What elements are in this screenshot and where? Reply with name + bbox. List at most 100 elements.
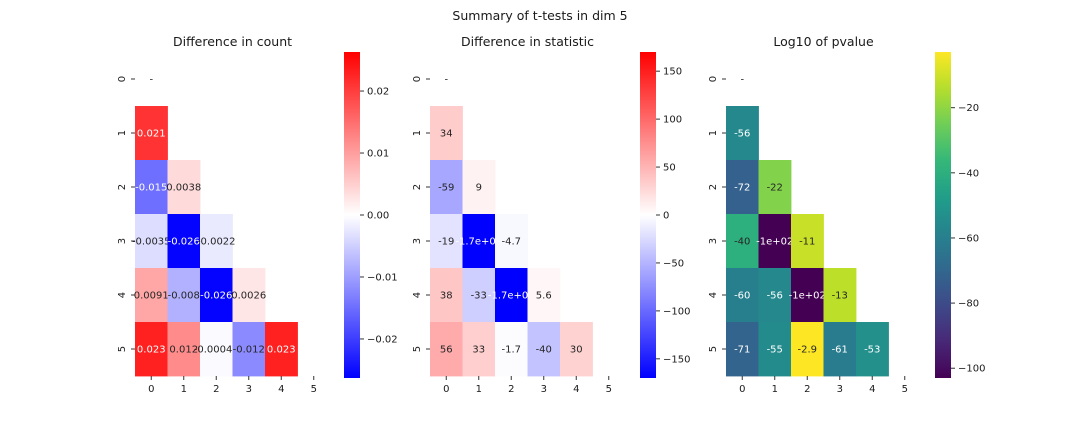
diagonal-label: - <box>149 75 153 86</box>
colorbar-tick-label: 0 <box>663 211 669 222</box>
cell-label: -40 <box>536 345 552 356</box>
x-tick-label: 3 <box>246 384 252 395</box>
cell-label: -0.0035 <box>132 237 171 248</box>
heatmap-cell <box>167 214 201 269</box>
cell-label: -22 <box>767 183 783 194</box>
cell-label: -11 <box>799 237 815 248</box>
x-tick-label: 3 <box>837 384 843 395</box>
colorbar-tick-label: −40 <box>958 168 979 179</box>
colorbar-tick-label: −20 <box>958 103 979 114</box>
cell-label: 0.021 <box>137 129 166 140</box>
cell-label: 5.6 <box>536 291 552 302</box>
cell-label: 30 <box>570 345 583 356</box>
cell-label: 0.0038 <box>166 183 201 194</box>
heatmap-cell <box>823 268 857 323</box>
x-tick-label: 0 <box>148 384 154 395</box>
cell-label: -56 <box>767 291 783 302</box>
x-tick-label: 1 <box>476 384 482 395</box>
y-tick-label: 1 <box>708 130 719 136</box>
panel-title: Log10 of pvalue <box>773 34 874 49</box>
x-tick-label: 0 <box>739 384 745 395</box>
heatmap-cell <box>135 268 168 323</box>
heatmap-cell <box>232 268 266 323</box>
colorbar <box>935 52 951 378</box>
heatmap-cell <box>232 322 266 377</box>
y-tick-label: 0 <box>708 76 719 82</box>
cell-label: 0.012 <box>169 345 198 356</box>
heatmap-cell <box>527 322 561 377</box>
heatmap-cell <box>430 214 463 269</box>
heatmap-cell <box>791 214 824 269</box>
colorbar-tick-label: 0.02 <box>367 87 389 98</box>
cell-label: -71 <box>734 345 750 356</box>
cell-label: -0.026 <box>168 237 200 248</box>
cell-label: -60 <box>734 291 750 302</box>
y-tick-label: 5 <box>117 346 128 352</box>
heatmap-cell <box>791 322 824 377</box>
cell-label: -0.026 <box>200 291 232 302</box>
y-tick-label: 5 <box>708 346 719 352</box>
heatmap-cell <box>462 268 496 323</box>
y-tick-label: 0 <box>117 76 128 82</box>
heatmap-cell <box>726 322 759 377</box>
cell-label: -4.7 <box>501 237 521 248</box>
heatmap-cell <box>462 160 496 215</box>
y-tick-label: 0 <box>412 76 423 82</box>
cell-label: -1.7 <box>501 345 521 356</box>
heatmap-cell <box>430 268 463 323</box>
x-tick-label: 2 <box>508 384 514 395</box>
x-tick-label: 2 <box>804 384 810 395</box>
cell-label: 0.0091 <box>134 291 169 302</box>
colorbar <box>640 52 656 378</box>
heatmap-cell <box>758 214 792 269</box>
cell-label: 34 <box>440 129 453 140</box>
x-tick-label: 5 <box>311 384 317 395</box>
heatmap-cell <box>200 322 233 377</box>
colorbar-tick-label: −60 <box>958 233 979 244</box>
x-tick-label: 4 <box>869 384 875 395</box>
colorbar-tick-label: −0.01 <box>367 272 398 283</box>
colorbar-tick-label: −150 <box>663 354 690 365</box>
cell-label: -1.7e+02 <box>488 291 535 302</box>
heatmap-cell <box>758 268 792 323</box>
cell-label: -0.0022 <box>197 237 236 248</box>
cell-label: -59 <box>438 183 454 194</box>
x-tick-label: 3 <box>541 384 547 395</box>
panel-title: Difference in statistic <box>461 34 594 49</box>
heatmap-cell <box>758 160 792 215</box>
x-tick-label: 4 <box>278 384 284 395</box>
x-tick-label: 4 <box>573 384 579 395</box>
y-tick-label: 3 <box>412 238 423 244</box>
colorbar-tick-label: −0.02 <box>367 334 398 345</box>
heatmap-cell <box>135 322 168 377</box>
heatmap-cell <box>856 322 889 377</box>
y-tick-label: 2 <box>708 184 719 190</box>
heatmap-cell <box>135 214 168 269</box>
heatmap-panel-3: Log10 of pvalue-56-72 -22-40 -1e+02 -11-60-… <box>708 34 985 395</box>
colorbar-tick-label: 100 <box>663 115 682 126</box>
cell-label: -2.9 <box>797 345 817 356</box>
colorbar-tick-label: −100 <box>663 306 690 317</box>
colorbar-tick-label: 0.00 <box>367 211 389 222</box>
cell-label: -13 <box>832 291 848 302</box>
diagonal-label: - <box>444 75 448 86</box>
cell-label: -0.012 <box>233 345 265 356</box>
cell-label: -0.008 <box>168 291 200 302</box>
y-tick-label: 5 <box>412 346 423 352</box>
heatmap-cell <box>495 214 528 269</box>
heatmap-cell <box>726 268 759 323</box>
colorbar-tick-label: −100 <box>958 364 985 375</box>
cell-label: 33 <box>472 345 485 356</box>
y-tick-label: 4 <box>117 292 128 298</box>
cell-label: -1.7e+02 <box>455 237 502 248</box>
heatmap-cell <box>726 106 759 161</box>
colorbar-tick-label: 150 <box>663 67 682 78</box>
x-tick-label: 2 <box>213 384 219 395</box>
heatmap-cell <box>791 268 824 323</box>
heatmap-cell <box>495 268 528 323</box>
heatmap-cell <box>167 322 201 377</box>
heatmap-cell <box>495 322 528 377</box>
cell-label: 0.023 <box>137 345 166 356</box>
cell-label: -1e+02 <box>756 237 793 248</box>
